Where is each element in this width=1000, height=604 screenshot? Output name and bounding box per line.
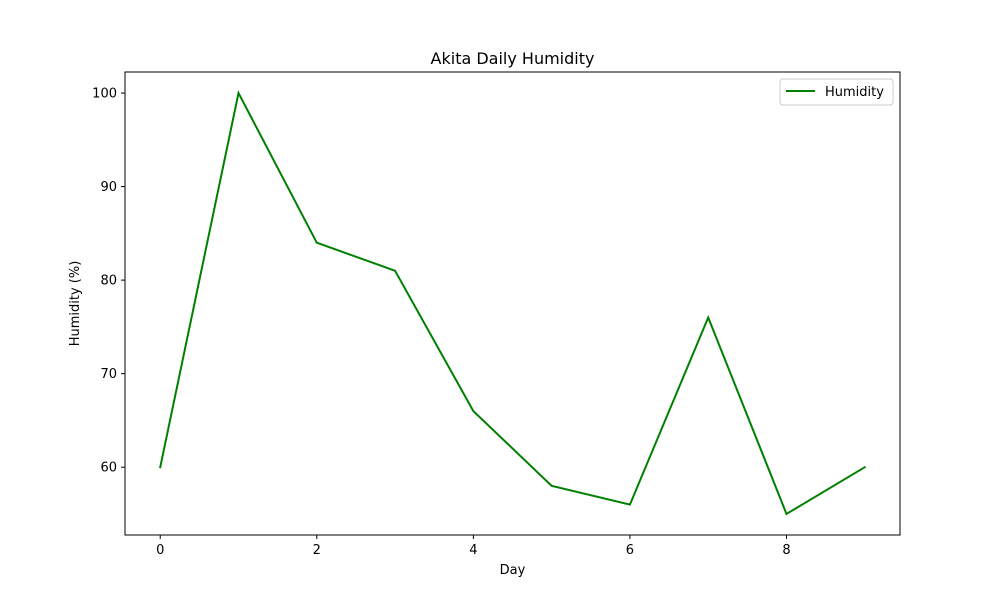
y-tick-label: 70 xyxy=(100,367,117,382)
y-axis-label: Humidity (%) xyxy=(68,261,83,347)
y-tick-label: 80 xyxy=(100,274,117,289)
y-tick-label: 60 xyxy=(100,461,117,476)
chart-title: Akita Daily Humidity xyxy=(431,49,595,68)
x-tick-label: 4 xyxy=(469,543,477,558)
y-tick-label: 90 xyxy=(100,180,117,195)
x-axis-label: Day xyxy=(500,563,526,578)
x-tick-label: 2 xyxy=(313,543,321,558)
x-tick-label: 0 xyxy=(156,543,164,558)
legend-label-humidity: Humidity xyxy=(825,85,884,100)
x-tick-label: 8 xyxy=(782,543,790,558)
x-tick-label: 6 xyxy=(626,543,634,558)
legend: Humidity xyxy=(780,79,893,105)
y-tick-label: 100 xyxy=(92,87,117,102)
